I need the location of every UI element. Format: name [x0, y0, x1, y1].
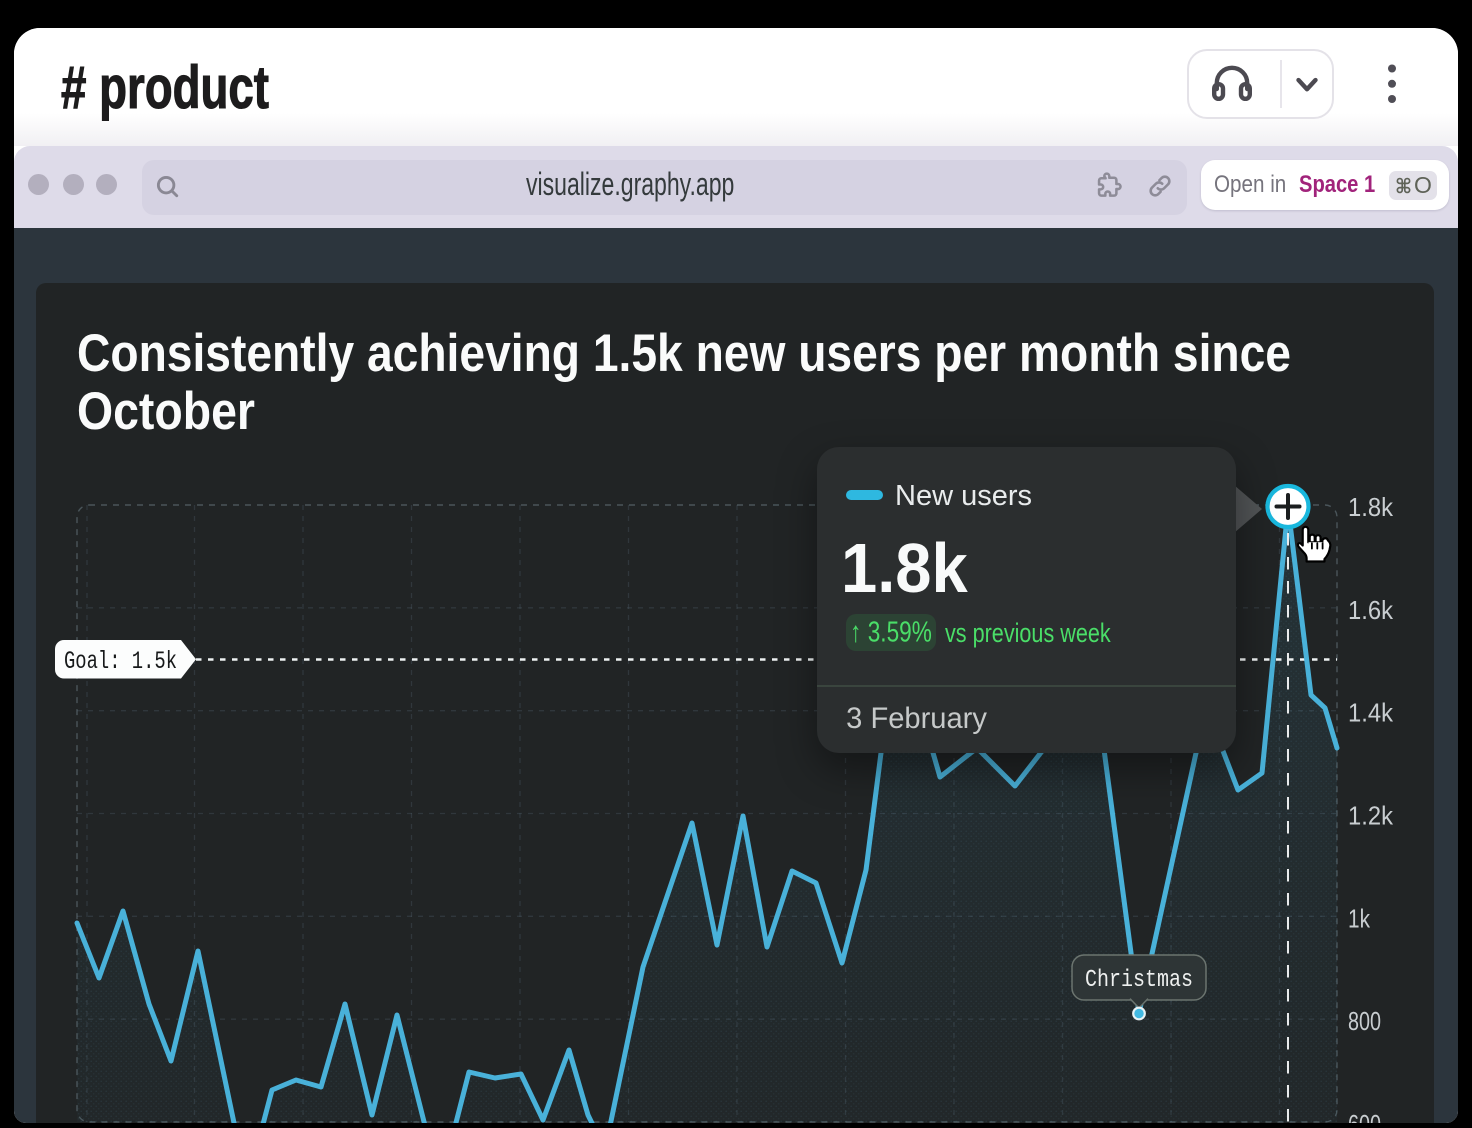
svg-text:1.6k: 1.6k	[1348, 595, 1394, 625]
svg-text:600: 600	[1348, 1109, 1381, 1123]
svg-text:Goal: 1.5k: Goal: 1.5k	[64, 647, 177, 676]
svg-text:1.2k: 1.2k	[1348, 801, 1394, 831]
svg-text:October: October	[77, 382, 255, 441]
svg-text:1k: 1k	[1348, 903, 1371, 933]
svg-text:Consistently achieving 1.5k ne: Consistently achieving 1.5k new users pe…	[77, 324, 1291, 383]
svg-text:Christmas: Christmas	[1085, 967, 1193, 994]
svg-text:1.8k: 1.8k	[1348, 492, 1394, 522]
svg-text:800: 800	[1348, 1006, 1381, 1036]
svg-text:1.4k: 1.4k	[1348, 698, 1394, 728]
